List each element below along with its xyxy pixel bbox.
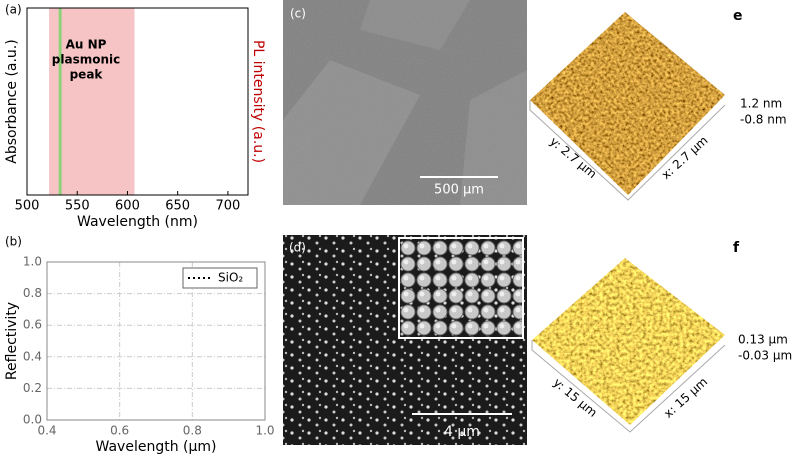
x-axis-label: Wavelength (nm) [77, 214, 198, 230]
x-tick-label: 0.4 [37, 424, 56, 438]
scale-label: 4 µm [444, 424, 480, 440]
highlight [49, 8, 135, 195]
x-tick-label: 1.0 [255, 424, 274, 438]
annotation: peak [70, 68, 104, 82]
y-tick-label: 1.0 [23, 255, 42, 269]
afm-surface [530, 12, 725, 195]
panel-label: (c) [290, 7, 306, 21]
panel-label: (b) [5, 235, 22, 249]
y-tick-label: 0.6 [23, 318, 42, 332]
scale-label: 500 µm [434, 183, 484, 198]
x-tick-label: 0.6 [110, 424, 129, 438]
x-tick-label: 650 [165, 199, 190, 214]
y-tick-label: 0.2 [23, 381, 42, 395]
y-tick-label: 0.4 [23, 349, 42, 363]
plot-frame [46, 261, 266, 421]
y-tick-label: 0.0 [23, 413, 42, 427]
annotation: plasmonic [52, 53, 120, 67]
legend-box [182, 267, 258, 289]
plot-frame [26, 7, 249, 196]
y2-axis-label: PL intensity (a.u.) [250, 40, 266, 163]
afm-frame [531, 340, 726, 433]
x-tick-label: 700 [215, 199, 240, 214]
z-min: -0.03 µm [738, 349, 792, 363]
panel-label: f [733, 240, 740, 256]
y-axis-label: Reflectivity [4, 302, 20, 380]
annotation: Au NP [66, 38, 107, 52]
y-axis-label: Absorbance (a.u.) [4, 39, 20, 163]
z-max: 0.13 µm [738, 333, 788, 347]
x-tick-label: 0.8 [183, 424, 202, 438]
panel-label: e [733, 8, 743, 24]
panel-label: (a) [5, 3, 22, 17]
z-max: 1.2 nm [740, 97, 782, 111]
x-tick-label: 550 [65, 199, 90, 214]
x-tick-label: 600 [115, 199, 140, 214]
x-axis-label: Wavelength (µm) [96, 439, 217, 455]
x-tick-label: 500 [15, 199, 40, 214]
panel-label: (d) [289, 241, 306, 255]
afm-surface [532, 258, 725, 425]
z-min: -0.8 nm [740, 113, 787, 127]
y-tick-label: 0.8 [23, 286, 42, 300]
sem-noise [283, 0, 527, 205]
legend-label: SiO₂ [218, 271, 243, 285]
inset [398, 237, 524, 339]
afm-frame [529, 100, 726, 201]
